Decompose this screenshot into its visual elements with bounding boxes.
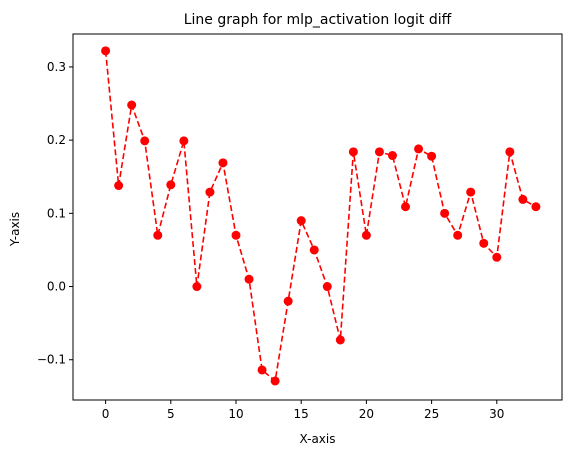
data-point xyxy=(127,100,137,110)
data-point xyxy=(479,238,489,248)
data-point xyxy=(153,230,163,240)
data-point xyxy=(427,151,437,161)
data-point xyxy=(114,181,124,191)
x-tick-label: 15 xyxy=(294,407,309,421)
plot-frame xyxy=(72,33,563,401)
data-point xyxy=(244,274,254,284)
plot-area: 0 5 10 15 20 25 30 −0.1 0.0 0.1 0.2 0.3 xyxy=(37,33,563,421)
data-point xyxy=(101,46,111,56)
series-line xyxy=(104,50,537,383)
data-point xyxy=(374,147,384,157)
data-point xyxy=(440,208,450,218)
data-point xyxy=(140,136,150,146)
y-axis-label: Y-axis xyxy=(8,212,22,247)
x-tick-label: 10 xyxy=(228,407,243,421)
data-point xyxy=(257,365,267,375)
data-point xyxy=(270,376,280,386)
data-point xyxy=(218,158,228,168)
data-point xyxy=(348,147,358,157)
y-tick-label: 0.3 xyxy=(47,60,66,74)
data-point xyxy=(192,282,202,292)
y-tick-label: 0.1 xyxy=(47,206,66,220)
data-point xyxy=(361,230,371,240)
data-point xyxy=(401,202,411,212)
x-axis-label: X-axis xyxy=(300,432,336,446)
x-tick-label: 20 xyxy=(359,407,374,421)
x-tick-label: 25 xyxy=(424,407,439,421)
data-point xyxy=(283,296,293,306)
data-point xyxy=(414,144,424,154)
data-point xyxy=(492,252,502,262)
chart-title: Line graph for mlp_activation logit diff xyxy=(184,12,452,28)
data-point xyxy=(335,335,345,345)
data-point xyxy=(387,151,397,161)
data-point xyxy=(296,216,306,226)
data-point xyxy=(531,202,541,212)
x-tick-label: 5 xyxy=(167,407,175,421)
data-point xyxy=(518,194,528,204)
data-point xyxy=(466,187,476,197)
data-point xyxy=(231,230,241,240)
data-point xyxy=(322,282,332,292)
data-point xyxy=(179,136,189,146)
x-tick-label: 30 xyxy=(489,407,504,421)
data-point xyxy=(505,147,515,157)
data-point xyxy=(453,230,463,240)
y-tick-label: −0.1 xyxy=(37,353,66,367)
data-point xyxy=(309,245,319,255)
data-point xyxy=(166,180,176,190)
x-tick-label: 0 xyxy=(102,407,110,421)
data-point xyxy=(205,187,215,197)
y-tick-label: 0.0 xyxy=(47,280,66,294)
y-tick-label: 0.2 xyxy=(47,133,66,147)
